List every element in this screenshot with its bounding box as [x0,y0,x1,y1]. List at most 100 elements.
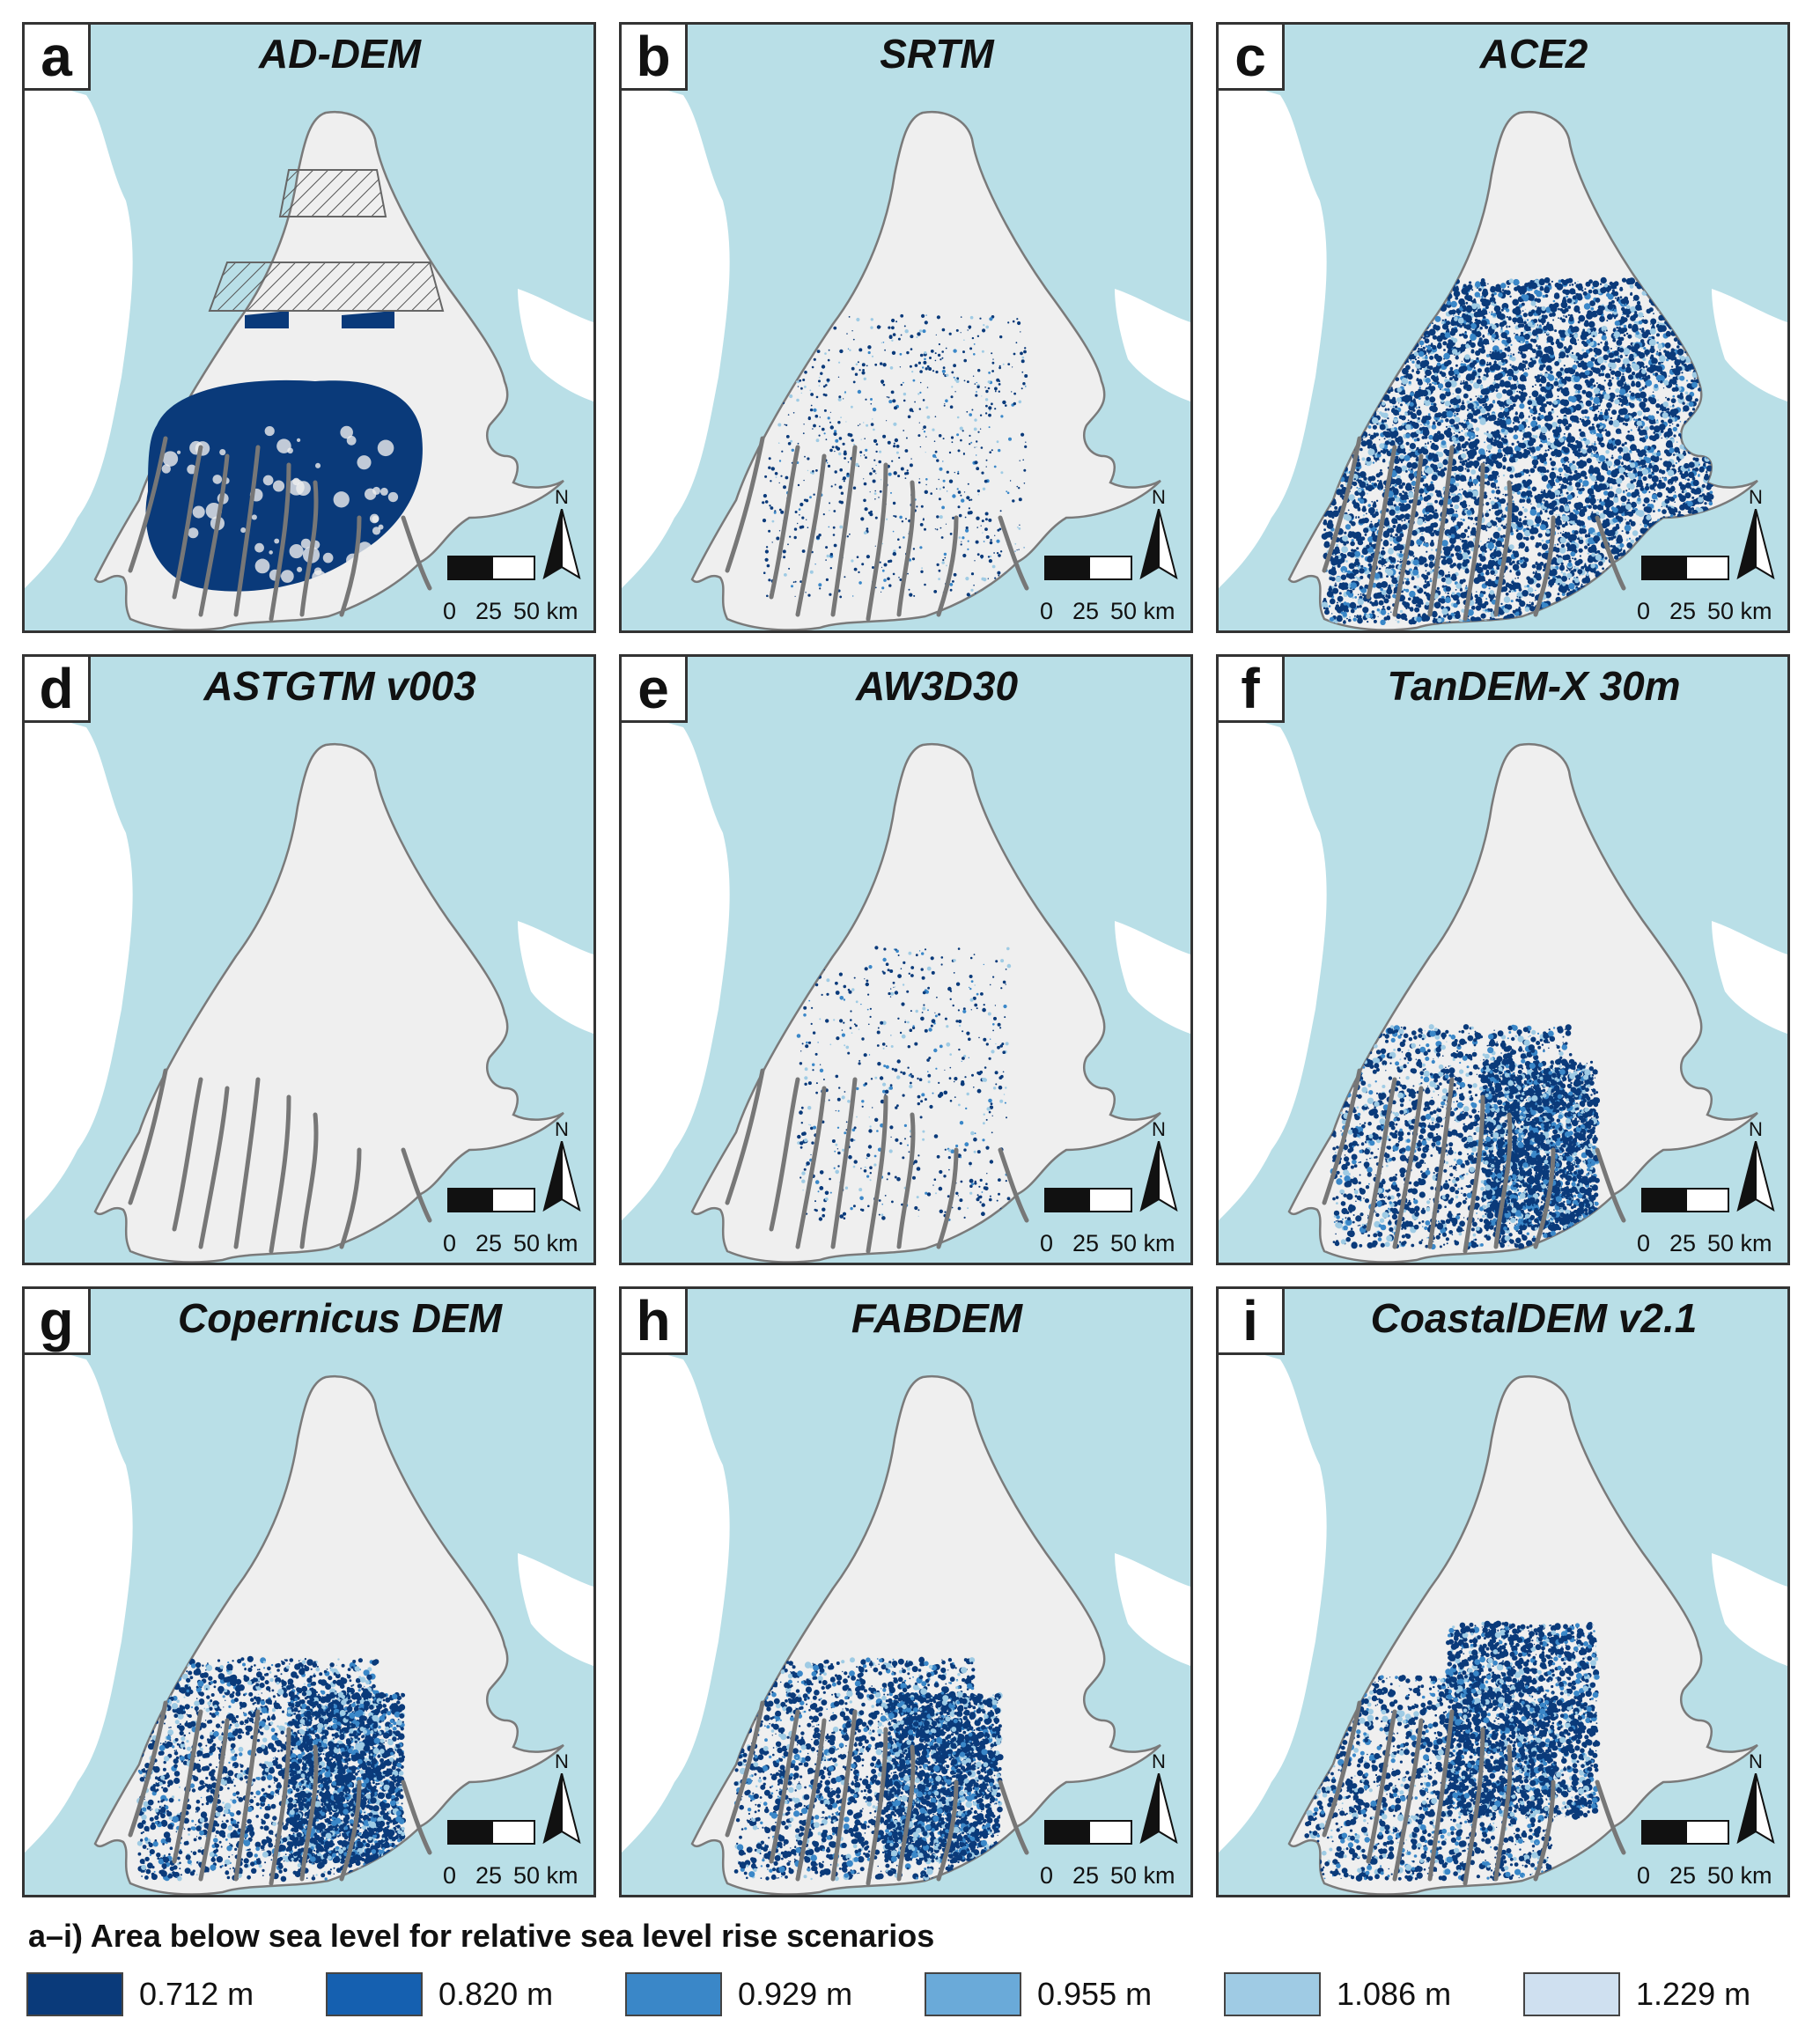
scale-label: 0 [443,1862,456,1890]
scale-bar [447,1820,535,1845]
scale-label: 50 km [1707,1230,1772,1257]
scale-label: 50 km [1110,1862,1175,1890]
western-coast [25,77,133,588]
north-arrow-icon: N [541,1750,583,1844]
map-panel-d: d ASTGTM v003 0 25 50 km N [22,654,596,1265]
scale-label: 50 km [513,1230,578,1257]
scale-label: 50 km [513,598,578,625]
panel-title: ASTGTM v003 [95,662,585,710]
scale-bar [447,556,535,580]
north-arrow-icon: N [1735,486,1777,579]
map-svg [622,657,1190,1263]
hatched-area [208,262,445,312]
panel-title: AW3D30 [692,662,1182,710]
panel-title: FABDEM [692,1294,1182,1342]
north-arrow-icon: N [541,1118,583,1212]
north-arrow-icon: N [1735,1750,1777,1844]
western-coast [25,710,133,1220]
scale-label: 50 km [1707,598,1772,625]
hatched-area [278,169,387,217]
scale-label: 0 [1637,1862,1650,1890]
flood-layer [796,946,1012,1221]
legend-swatch [625,1972,722,2016]
scale-label: 0 [1040,1230,1053,1257]
map-panel-g: g Copernicus DEM 0 25 50 km N [22,1286,596,1897]
scale-bar [1641,1188,1729,1212]
scale-bar [1641,556,1729,580]
north-arrow-icon: N [1138,1118,1180,1212]
panel-title: ACE2 [1289,30,1779,77]
scale-label: 50 km [513,1862,578,1890]
north-arrow-icon: N [1735,1118,1777,1212]
panel-title: SRTM [692,30,1182,77]
scale-label: 25 [1072,1230,1099,1257]
scale-label: 0 [1637,598,1650,625]
north-label: N [541,1118,583,1141]
panel-title: TanDEM-X 30m [1289,662,1779,710]
scale-label: 25 [1669,598,1696,625]
map-svg [1219,1289,1787,1895]
scale-label: 25 [475,598,502,625]
scale-label: 25 [1072,598,1099,625]
scale-label: 25 [1669,1230,1696,1257]
scale-label: 0 [443,598,456,625]
panel-letter: c [1219,25,1285,91]
panel-letter: i [1219,1289,1285,1355]
panel-letter: e [622,657,688,723]
scale-label: 0 [1637,1230,1650,1257]
scale-bar [1044,556,1132,580]
north-label: N [1735,1118,1777,1141]
north-label: N [541,486,583,509]
north-label: N [541,1750,583,1773]
north-label: N [1138,1118,1180,1141]
map-panel-i: i CoastalDEM v2.1 0 25 50 km N [1216,1286,1790,1897]
legend-label: 0.712 m [139,1976,254,2013]
scale-label: 0 [443,1230,456,1257]
river-channels [725,1068,1029,1254]
western-coast [622,710,730,1220]
north-label: N [1735,1750,1777,1773]
legend-label: 0.955 m [1037,1976,1152,2013]
map-panel-c: c ACE2 0 25 50 km N [1216,22,1790,633]
river-channels [1322,436,1626,622]
legend-label: 1.086 m [1337,1976,1451,2013]
panel-letter: b [622,25,688,91]
scale-label: 50 km [1707,1862,1772,1890]
scale-label: 50 km [1110,1230,1175,1257]
western-coast [25,1342,133,1853]
river-channels [1322,1068,1626,1254]
river-channels [128,1068,432,1254]
scale-bar [1641,1820,1729,1845]
legend-title: a–i) Area below sea level for relative s… [28,1918,934,1955]
river-channels [128,436,432,622]
map-svg [25,657,593,1263]
scale-bar [447,1188,535,1212]
map-panel-h: h FABDEM 0 25 50 km N [619,1286,1193,1897]
western-coast [1219,1342,1327,1853]
scale-label: 25 [475,1862,502,1890]
north-arrow-icon: N [541,486,583,579]
river-channels [725,1700,1029,1886]
map-svg [1219,25,1787,630]
delta-land [690,111,1161,630]
north-label: N [1138,486,1180,509]
western-coast [622,1342,730,1853]
western-coast [1219,77,1327,588]
map-svg [1219,657,1787,1263]
scale-label: 25 [475,1230,502,1257]
panel-letter: f [1219,657,1285,723]
map-panel-f: f TanDEM-X 30m 0 25 50 km N [1216,654,1790,1265]
panel-title: CoastalDEM v2.1 [1289,1294,1779,1342]
panel-letter: a [25,25,91,91]
map-panel-b: b SRTM 0 25 50 km N [619,22,1193,633]
river-channels [128,1700,432,1886]
north-arrow-icon: N [1138,486,1180,579]
legend-swatch [1224,1972,1321,2016]
north-arrow-icon: N [1138,1750,1180,1844]
river-channels [725,436,1029,622]
legend-label: 0.929 m [738,1976,852,2013]
scale-label: 0 [1040,598,1053,625]
legend-label: 1.229 m [1636,1976,1750,2013]
scale-bar [1044,1820,1132,1845]
panel-title: AD-DEM [95,30,585,77]
